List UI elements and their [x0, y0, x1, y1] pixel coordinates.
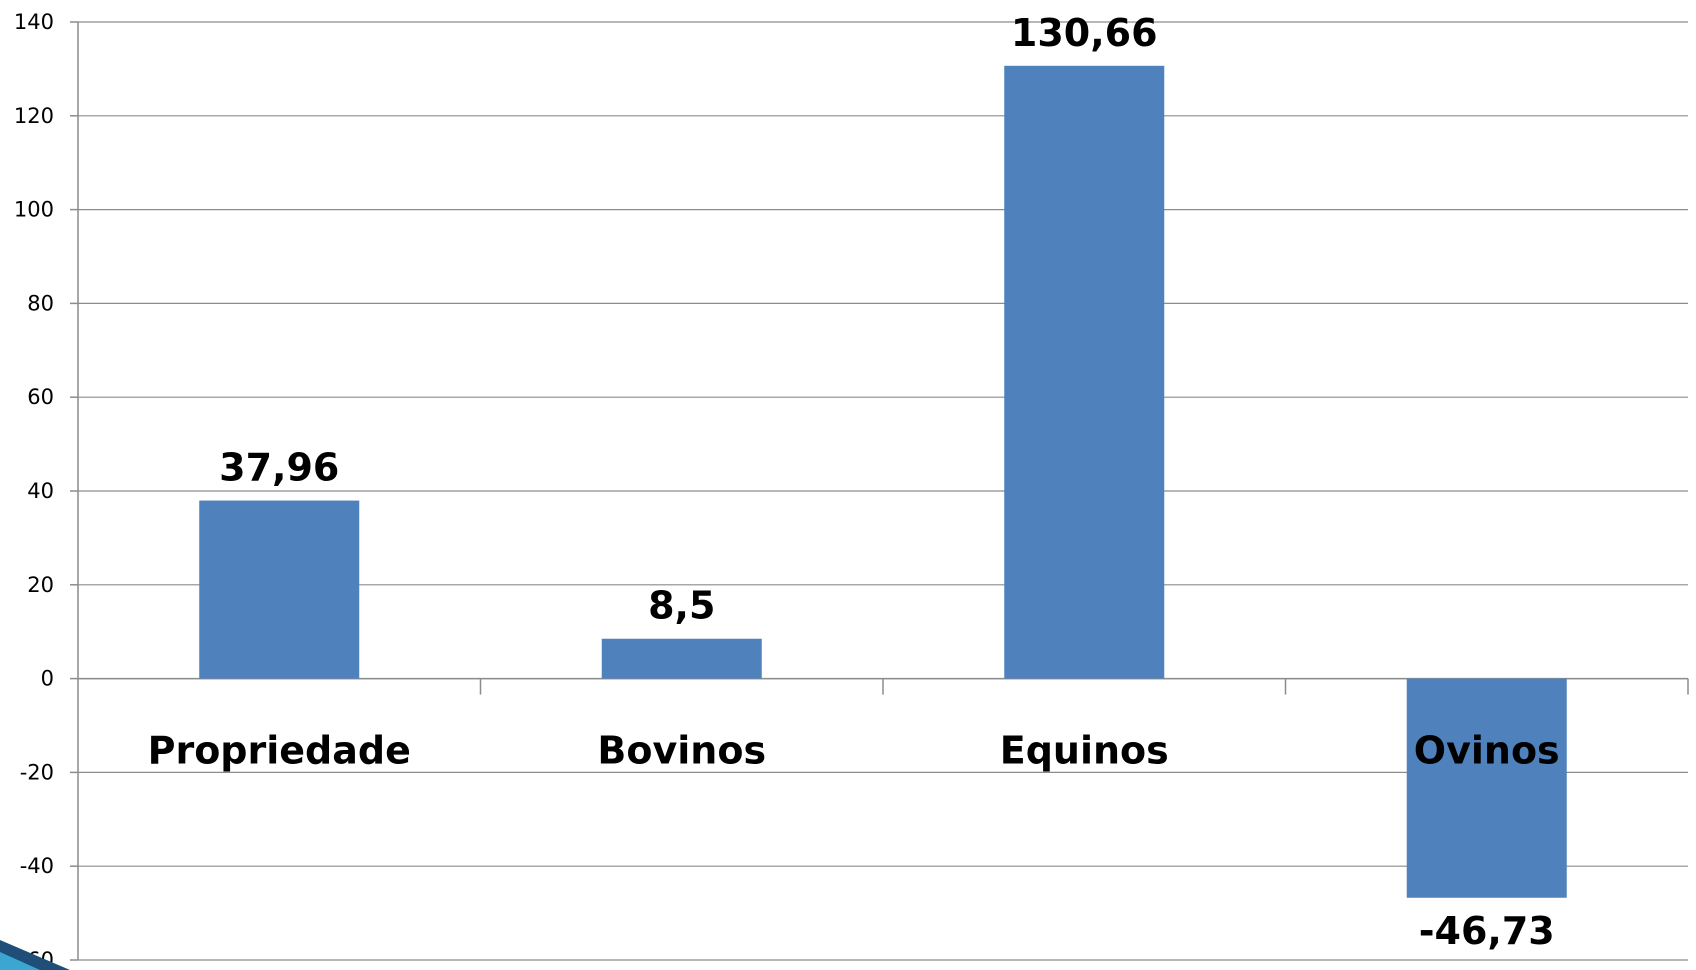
bars	[199, 65, 1567, 898]
y-tick-label: 0	[41, 667, 54, 691]
y-tick-label: 80	[27, 291, 54, 315]
data-label: 8,5	[648, 584, 715, 628]
corner-shape-light	[0, 952, 40, 970]
data-label: -46,73	[1419, 909, 1555, 953]
data-label: 37,96	[219, 446, 339, 490]
y-tick-label: 140	[14, 10, 54, 34]
y-tick-label: 20	[27, 573, 54, 597]
bar-bovinos	[601, 638, 762, 679]
category-label: Bovinos	[597, 729, 766, 773]
y-tick-label: 120	[14, 104, 54, 128]
data-label: 130,66	[1011, 11, 1158, 55]
y-tick-label: 40	[27, 479, 54, 503]
y-tick-label: 100	[14, 198, 54, 222]
category-label: Propriedade	[148, 729, 411, 773]
corner-decoration	[0, 940, 70, 970]
bar-propriedade	[199, 500, 360, 679]
category-label: Equinos	[1000, 729, 1169, 773]
category-labels: Propriedade Bovinos Equinos Ovinos	[148, 729, 1560, 773]
data-labels: 37,96 8,5 130,66 -46,73	[219, 11, 1555, 953]
category-label: Ovinos	[1414, 729, 1560, 773]
bar-ovinos	[1406, 678, 1567, 898]
y-tick-label: 60	[27, 385, 54, 409]
y-tick-label: -40	[20, 854, 54, 878]
bar-equinos	[1004, 65, 1165, 679]
y-tick-label: -20	[20, 760, 54, 784]
